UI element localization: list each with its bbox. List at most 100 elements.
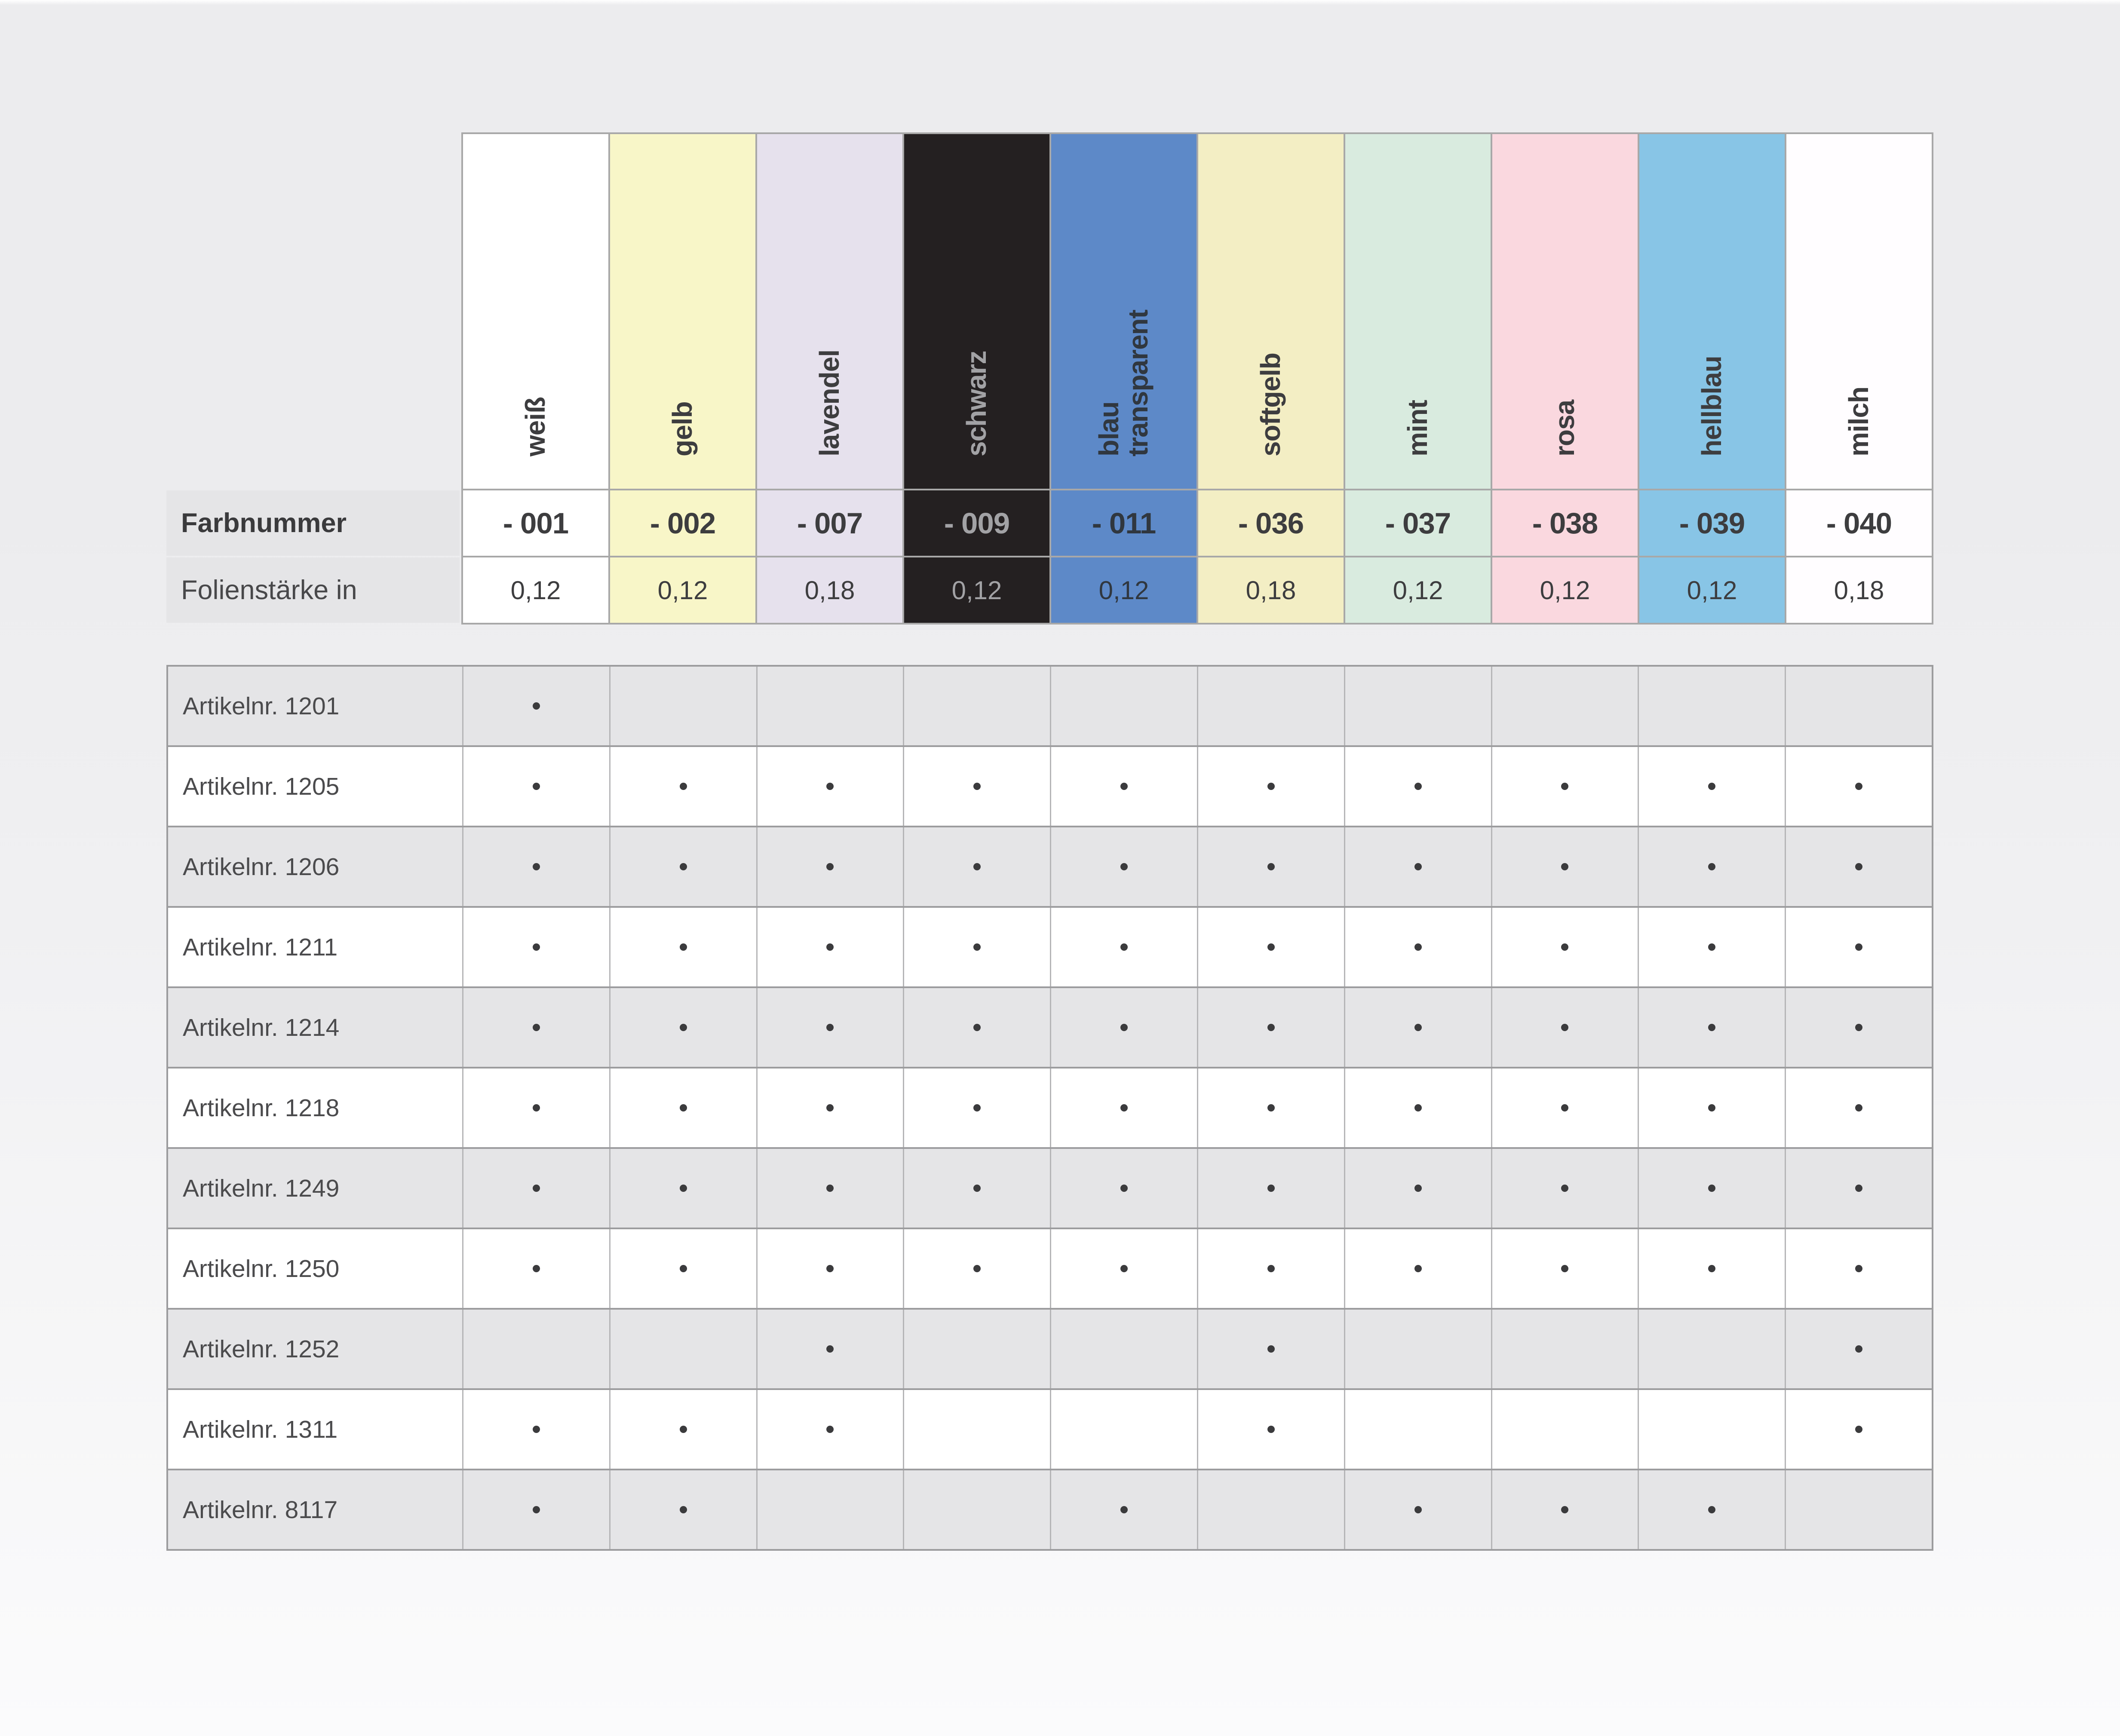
article-number-label: Artikelnr. 8117 bbox=[183, 1496, 338, 1524]
availability-cell bbox=[1197, 827, 1344, 906]
availability-cell bbox=[1638, 1390, 1785, 1469]
color-number-cell: - 037 bbox=[1345, 490, 1491, 556]
table-row: Artikelnr. 1311 bbox=[168, 1388, 1932, 1469]
availability-cell bbox=[609, 667, 756, 745]
availability-cell bbox=[1785, 827, 1932, 906]
color-number-cell: - 040 bbox=[1786, 490, 1932, 556]
availability-dot-icon bbox=[1561, 783, 1569, 790]
availability-cell bbox=[903, 1390, 1050, 1469]
color-name-label: blau transparent bbox=[1093, 309, 1154, 456]
availability-dot-icon bbox=[1855, 1345, 1863, 1353]
article-number-label: Artikelnr. 1205 bbox=[183, 772, 340, 800]
color-name-label: milch bbox=[1843, 386, 1875, 456]
availability-dot-icon bbox=[1855, 943, 1863, 951]
availability-cell bbox=[1050, 1390, 1197, 1469]
availability-dot-icon bbox=[1414, 1265, 1422, 1272]
availability-dot-icon bbox=[1855, 1104, 1863, 1111]
availability-cell bbox=[903, 827, 1050, 906]
availability-dot-icon bbox=[532, 1426, 540, 1433]
availability-dot-icon bbox=[679, 1426, 687, 1433]
availability-cell bbox=[1344, 667, 1491, 745]
color-name-label: rosa bbox=[1549, 400, 1580, 456]
availability-cell bbox=[1344, 988, 1491, 1067]
availability-cell bbox=[462, 1390, 609, 1469]
color-name-label: hellblau bbox=[1696, 355, 1727, 456]
article-number-label: Artikelnr. 1252 bbox=[183, 1335, 340, 1363]
article-number-label: Artikelnr. 1218 bbox=[183, 1094, 340, 1122]
availability-dot-icon bbox=[1120, 1265, 1128, 1272]
availability-dot-icon bbox=[679, 1104, 687, 1111]
availability-cell bbox=[1785, 1310, 1932, 1388]
availability-dot-icon bbox=[1267, 1265, 1275, 1272]
availability-cell bbox=[756, 1310, 903, 1388]
color-name-label: schwarz bbox=[961, 350, 992, 456]
availability-dot-icon bbox=[679, 943, 687, 951]
availability-dot-icon bbox=[1561, 1024, 1569, 1031]
availability-cell bbox=[756, 747, 903, 826]
availability-cell bbox=[1197, 1310, 1344, 1388]
availability-dot-icon bbox=[1855, 863, 1863, 870]
availability-dot-icon bbox=[679, 1024, 687, 1031]
availability-cell bbox=[1638, 1470, 1785, 1549]
availability-cell bbox=[1197, 747, 1344, 826]
availability-cell bbox=[1344, 1069, 1491, 1147]
availability-cell bbox=[462, 827, 609, 906]
availability-cell bbox=[1491, 1310, 1638, 1388]
availability-cell bbox=[1785, 747, 1932, 826]
availability-cell bbox=[1491, 1069, 1638, 1147]
availability-cell bbox=[1785, 1149, 1932, 1228]
availability-cell bbox=[462, 1470, 609, 1549]
availability-cell bbox=[1344, 1149, 1491, 1228]
table-row: Artikelnr. 1201 bbox=[168, 667, 1932, 745]
availability-cell bbox=[1197, 988, 1344, 1067]
availability-cell bbox=[1785, 1470, 1932, 1549]
availability-cell bbox=[1050, 988, 1197, 1067]
availability-dot-icon bbox=[1708, 943, 1716, 951]
article-number-label: Artikelnr. 1249 bbox=[183, 1174, 340, 1202]
availability-cell bbox=[462, 667, 609, 745]
availability-dot-icon bbox=[1120, 1024, 1128, 1031]
availability-dot-icon bbox=[1561, 943, 1569, 951]
availability-cell bbox=[1050, 1149, 1197, 1228]
availability-dot-icon bbox=[1708, 863, 1716, 870]
availability-cell bbox=[1785, 667, 1932, 745]
availability-cell bbox=[462, 1149, 609, 1228]
availability-cell bbox=[609, 827, 756, 906]
availability-cell bbox=[1638, 667, 1785, 745]
color-swatch: blau transparent bbox=[1051, 134, 1197, 489]
availability-cell bbox=[1491, 1390, 1638, 1469]
availability-dot-icon bbox=[1561, 1185, 1569, 1192]
availability-cell bbox=[756, 1470, 903, 1549]
availability-cell bbox=[1785, 1229, 1932, 1308]
availability-cell bbox=[1344, 827, 1491, 906]
availability-cell bbox=[1638, 1069, 1785, 1147]
table-row: Artikelnr. 1206 bbox=[168, 826, 1932, 906]
color-number-cell: - 011 bbox=[1051, 490, 1197, 556]
availability-cell bbox=[1491, 667, 1638, 745]
availability-dot-icon bbox=[532, 943, 540, 951]
availability-cell bbox=[1785, 908, 1932, 986]
article-number-label: Artikelnr. 1201 bbox=[183, 692, 340, 720]
availability-cell bbox=[1344, 1229, 1491, 1308]
availability-dot-icon bbox=[1561, 1265, 1569, 1272]
availability-cell bbox=[903, 908, 1050, 986]
availability-dot-icon bbox=[1414, 863, 1422, 870]
color-number-cell: - 039 bbox=[1639, 490, 1785, 556]
availability-dot-icon bbox=[826, 1104, 834, 1111]
availability-dot-icon bbox=[532, 1104, 540, 1111]
table-row: Artikelnr. 8117 bbox=[168, 1469, 1932, 1549]
availability-dot-icon bbox=[973, 1104, 981, 1111]
article-availability-grid: Artikelnr. 1201 Artikelnr. 1205 Artikelnr.… bbox=[166, 665, 1933, 1551]
availability-cell bbox=[903, 1069, 1050, 1147]
foil-thickness-cell: 0,12 bbox=[1492, 557, 1638, 623]
availability-dot-icon bbox=[1120, 783, 1128, 790]
availability-cell bbox=[1344, 1390, 1491, 1469]
color-swatch: schwarz bbox=[904, 134, 1049, 489]
availability-cell bbox=[756, 988, 903, 1067]
table-row: Artikelnr. 1214 bbox=[168, 986, 1932, 1067]
availability-cell bbox=[1638, 1229, 1785, 1308]
availability-dot-icon bbox=[826, 1185, 834, 1192]
availability-dot-icon bbox=[1120, 943, 1128, 951]
availability-dot-icon bbox=[826, 1426, 834, 1433]
foil-thickness-cell: 0,12 bbox=[904, 557, 1049, 623]
